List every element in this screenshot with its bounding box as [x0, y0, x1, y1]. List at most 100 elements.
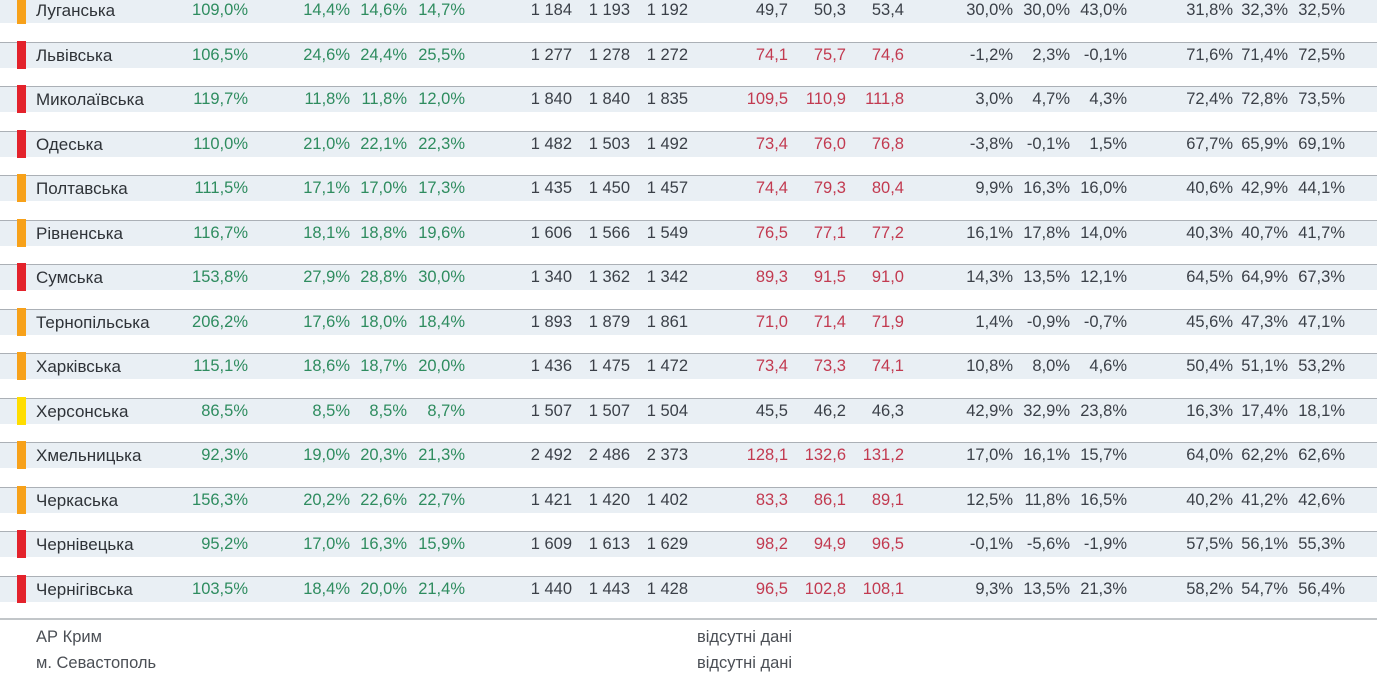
- value-cell: 1 340: [530, 268, 572, 286]
- value-cell: 111,5%: [194, 179, 248, 197]
- value-cell: 18,6%: [303, 357, 350, 375]
- value-cell: 45,6%: [1186, 312, 1233, 331]
- value-cell: 1 507: [530, 401, 572, 420]
- value-cell: 72,4%: [1186, 90, 1233, 108]
- table-row: Черкаська 156,3% 20,2% 22,6% 22,7% 1 421…: [0, 485, 1377, 514]
- region-name: Луганська: [36, 1, 116, 20]
- value-cell: 14,0%: [1080, 223, 1127, 242]
- value-cell: 11,8%: [1024, 490, 1070, 509]
- value-cell: 53,4: [871, 1, 904, 19]
- value-cell: 16,1%: [966, 223, 1013, 242]
- value-cell: 71,0: [755, 312, 788, 331]
- value-cell: 23,8%: [1080, 401, 1127, 420]
- status-marker-icon: [17, 174, 26, 202]
- footer-region-label: м. Севастополь: [36, 654, 157, 672]
- value-cell: 86,1: [813, 490, 846, 509]
- value-cell: 156,3%: [192, 490, 248, 509]
- value-cell: 80,4: [871, 179, 904, 197]
- value-cell: 9,3%: [975, 579, 1013, 598]
- value-cell: 71,4: [813, 312, 846, 331]
- value-cell: 1 192: [646, 1, 688, 19]
- value-cell: 27,9%: [303, 268, 350, 286]
- value-cell: 17,6%: [303, 312, 350, 331]
- value-cell: 17,0%: [303, 535, 350, 553]
- value-cell: 21,4%: [418, 579, 465, 598]
- value-cell: 73,4: [755, 357, 788, 375]
- region-name: Чернівецька: [36, 535, 134, 554]
- value-cell: 16,1%: [1023, 446, 1070, 464]
- status-marker-icon: [17, 307, 26, 336]
- value-cell: 111,8: [865, 90, 904, 108]
- value-cell: 69,1%: [1298, 134, 1345, 153]
- value-cell: 21,0%: [303, 134, 350, 153]
- missing-data-note: відсутні дані: [697, 654, 793, 672]
- status-marker-icon: [17, 530, 26, 558]
- value-cell: 73,3: [813, 357, 846, 375]
- value-cell: 91,0: [871, 268, 904, 286]
- table-row: Сумська 153,8% 27,9% 28,8% 30,0% 1 340 1…: [0, 263, 1377, 291]
- value-cell: -0,9%: [1026, 312, 1070, 331]
- value-cell: 40,3%: [1186, 223, 1233, 242]
- value-cell: 91,5: [813, 268, 846, 286]
- value-cell: 72,5%: [1298, 45, 1345, 64]
- value-cell: 56,1%: [1241, 535, 1288, 553]
- value-cell: 8,5%: [369, 401, 407, 420]
- value-cell: 46,3: [871, 401, 904, 420]
- table-row: Рівненська 116,7% 18,1% 18,8% 19,6% 1 60…: [0, 218, 1377, 247]
- value-cell: 11,8%: [304, 90, 350, 108]
- value-cell: 40,7%: [1241, 223, 1288, 242]
- region-name: Рівненська: [36, 223, 124, 243]
- value-cell: 3,0%: [975, 90, 1013, 108]
- value-cell: 62,6%: [1298, 446, 1345, 464]
- value-cell: 67,7%: [1186, 134, 1233, 153]
- value-cell: 1 436: [530, 357, 572, 375]
- value-cell: 12,1%: [1080, 268, 1127, 286]
- value-cell: 132,6: [804, 446, 846, 464]
- value-cell: 1 629: [646, 535, 688, 553]
- value-cell: 1 879: [588, 312, 630, 331]
- status-marker-icon: [17, 352, 26, 380]
- value-cell: 1 435: [530, 179, 572, 197]
- value-cell: 47,3%: [1241, 312, 1288, 331]
- value-cell: 18,1%: [1298, 401, 1345, 420]
- value-cell: 1 428: [646, 579, 688, 598]
- value-cell: 108,1: [862, 579, 904, 598]
- missing-data-note: відсутні дані: [697, 628, 793, 646]
- value-cell: 20,0%: [418, 357, 465, 375]
- value-cell: 153,8%: [192, 268, 248, 286]
- value-cell: 18,4%: [418, 312, 465, 331]
- value-cell: 41,2%: [1241, 490, 1288, 509]
- value-cell: -1,2%: [969, 45, 1013, 64]
- value-cell: 71,6%: [1186, 45, 1233, 64]
- value-cell: 18,7%: [360, 357, 407, 375]
- value-cell: 20,3%: [360, 446, 407, 464]
- value-cell: 16,3%: [1023, 179, 1070, 197]
- value-cell: -0,1%: [1026, 134, 1070, 153]
- value-cell: 22,7%: [418, 490, 465, 509]
- value-cell: 1 840: [530, 90, 572, 108]
- value-cell: 1 503: [588, 134, 630, 153]
- value-cell: 1,5%: [1089, 134, 1127, 153]
- value-cell: 30,0%: [418, 268, 465, 286]
- value-cell: 4,6%: [1089, 357, 1127, 375]
- region-name: Миколаївська: [36, 90, 144, 109]
- value-cell: 32,3%: [1241, 1, 1288, 19]
- value-cell: 74,4: [755, 179, 788, 197]
- value-cell: 1 443: [588, 579, 630, 598]
- value-cell: 109,5: [746, 90, 788, 108]
- value-cell: 1 193: [588, 1, 630, 19]
- value-cell: 72,8%: [1241, 90, 1288, 108]
- region-name: Черкаська: [36, 490, 119, 510]
- status-marker-icon: [17, 40, 26, 69]
- value-cell: 76,5: [755, 223, 788, 242]
- value-cell: 1 566: [588, 223, 630, 242]
- value-cell: 96,5: [755, 579, 788, 598]
- status-marker-icon: [17, 441, 26, 469]
- value-cell: 1 440: [530, 579, 572, 598]
- value-cell: 24,6%: [303, 45, 350, 64]
- value-cell: 32,5%: [1298, 1, 1345, 19]
- status-marker-icon: [17, 574, 26, 603]
- value-cell: -0,1%: [969, 535, 1013, 553]
- value-cell: 14,7%: [418, 1, 465, 19]
- value-cell: 49,7: [755, 1, 788, 19]
